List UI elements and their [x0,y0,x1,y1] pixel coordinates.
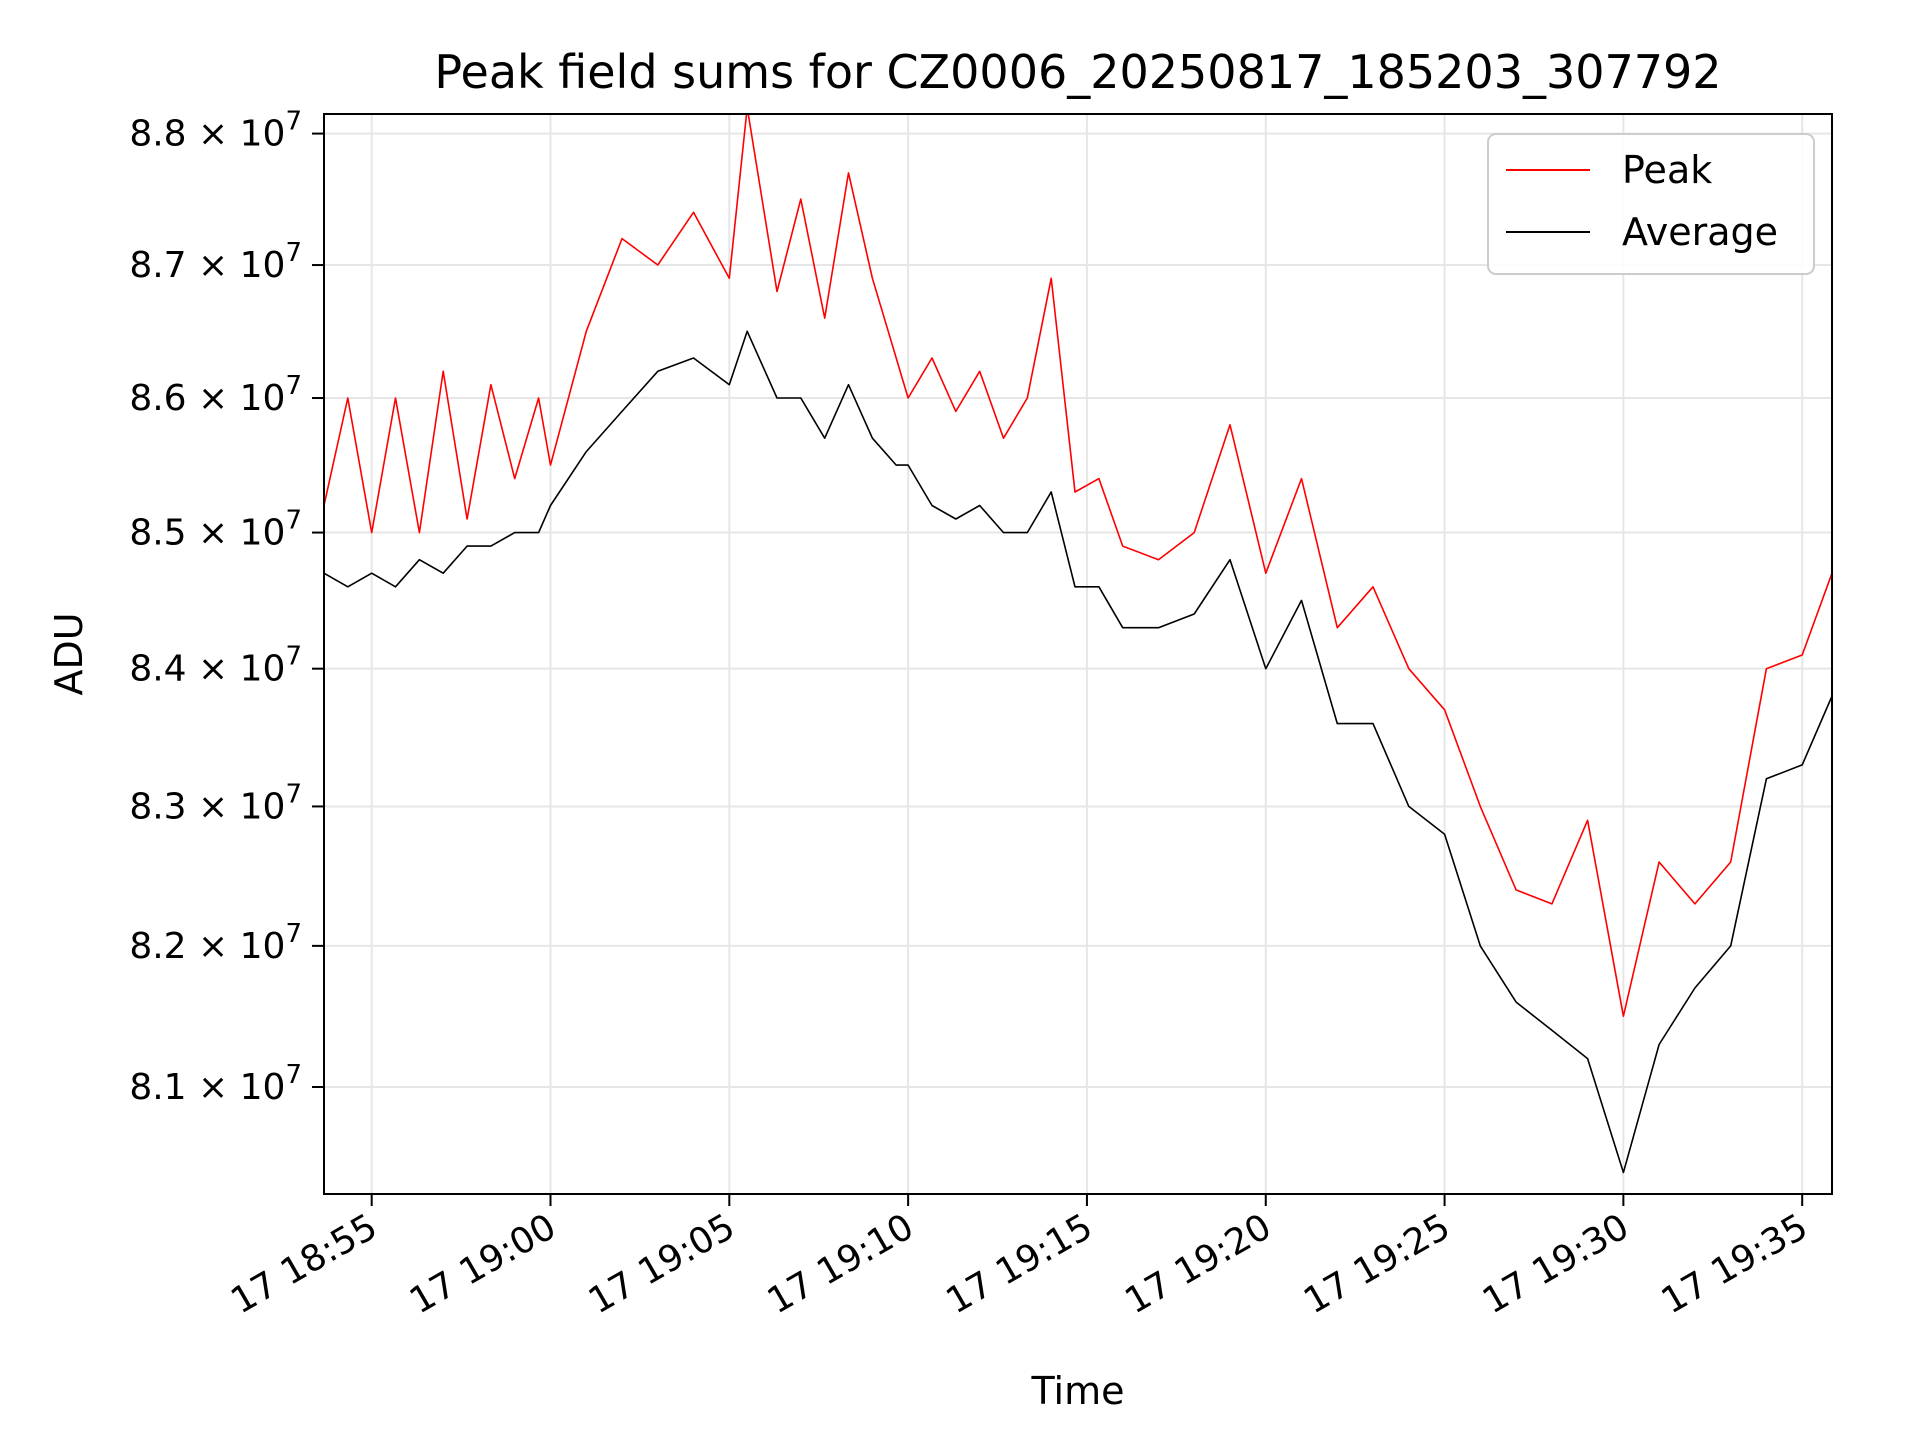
series-layer [324,114,1832,1174]
grid [324,114,1832,1194]
plot-frame [323,113,1833,1195]
y-tick-label: 8.7 × 107 [129,238,302,286]
y-tick-label: 8.6 × 107 [129,371,302,419]
y-tick-label: 8.4 × 107 [129,642,302,690]
legend-label-peak: Peak [1622,148,1712,192]
y-axis-title: ADU [47,612,91,695]
series-line-average [324,330,1832,1174]
legend: Peak Average [1487,133,1815,275]
y-tick-label: 8.8 × 107 [129,107,302,155]
y-tick-label: 8.1 × 107 [129,1060,302,1108]
x-axis-title: Time [1031,1369,1125,1413]
y-axis: 8.1 × 107 8.2 × 107 8.3 × 107 8.4 × 107 8.5 … [129,107,324,1108]
y-tick-label: 8.3 × 107 [129,779,302,827]
y-tick-label: 8.5 × 107 [129,506,302,554]
legend-label-average: Average [1622,210,1778,254]
y-tick-label: 8.2 × 107 [129,919,302,967]
chart-title: Peak field sums for CZ0006_20250817_1852… [434,45,1721,99]
series-line-peak [324,114,1832,1018]
